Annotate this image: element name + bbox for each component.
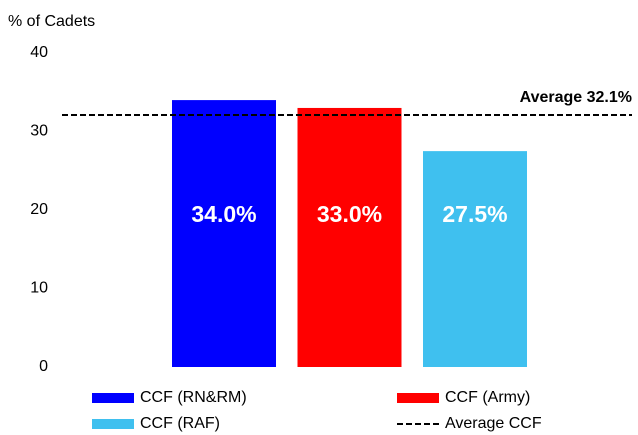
value-label: 34.0% xyxy=(191,201,256,227)
y-tick-label: 10 xyxy=(30,280,48,297)
reference-label: Average 32.1% xyxy=(520,89,632,106)
y-tick-label: 30 xyxy=(30,123,48,140)
bar xyxy=(423,151,527,367)
bar xyxy=(297,107,402,367)
value-label: 33.0% xyxy=(317,201,382,227)
bar xyxy=(172,100,276,367)
legend-swatch xyxy=(397,393,439,403)
value-label: 27.5% xyxy=(442,201,507,227)
legend-label: CCF (RN&RM) xyxy=(140,389,247,406)
legend-label: CCF (RAF) xyxy=(140,415,220,432)
y-tick-label: 20 xyxy=(30,201,48,218)
legend-label: CCF (Army) xyxy=(445,389,530,406)
y-axis-label: % of Cadets xyxy=(8,13,95,30)
legend-swatch xyxy=(92,393,134,403)
legend-swatch xyxy=(92,419,134,429)
y-tick-label: 40 xyxy=(30,44,48,61)
y-tick-label: 0 xyxy=(39,358,48,375)
legend-label: Average CCF xyxy=(445,415,542,432)
